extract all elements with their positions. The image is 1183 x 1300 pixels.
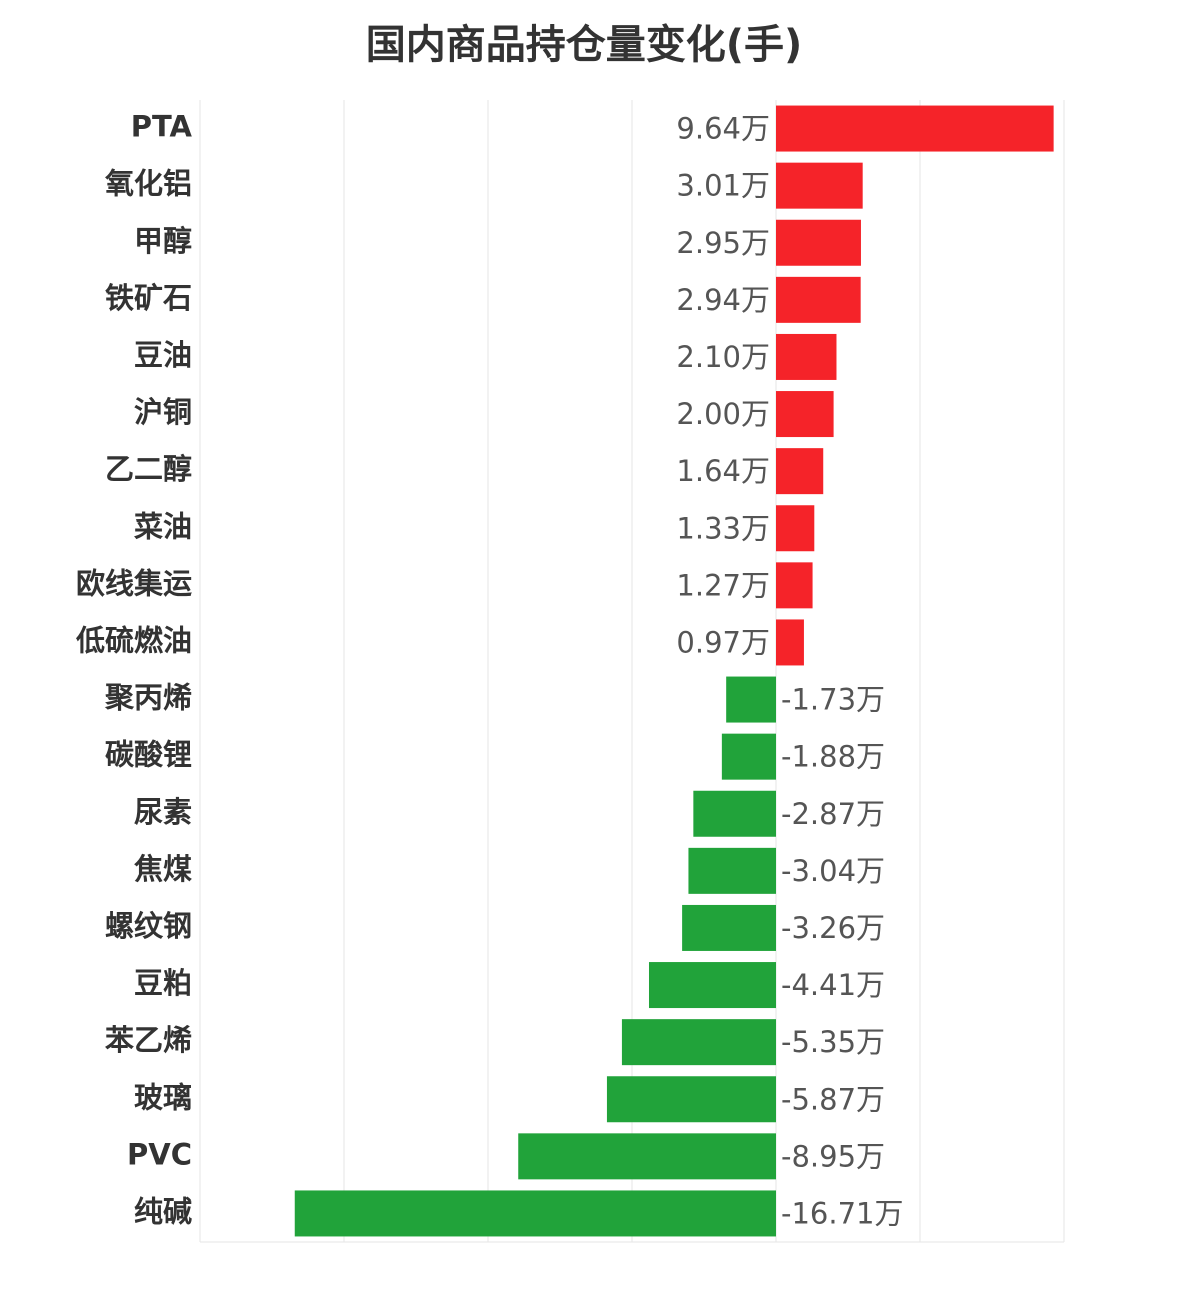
category-label: 螺纹钢 <box>105 909 192 943</box>
value-label: -8.95万 <box>781 1139 885 1173</box>
value-label: 1.27万 <box>676 568 770 602</box>
bar <box>776 448 824 495</box>
bar <box>776 562 813 609</box>
value-label: 0.97万 <box>676 625 770 659</box>
category-label: 甲醇 <box>134 224 192 258</box>
value-label: -1.88万 <box>781 740 885 774</box>
bar <box>776 333 837 380</box>
category-label: 铁矿石 <box>105 281 192 315</box>
category-label: 聚丙烯 <box>104 681 192 715</box>
category-label: PTA <box>131 110 193 144</box>
bar <box>776 391 834 438</box>
bar <box>776 619 804 666</box>
category-label: 低硫燃油 <box>75 623 192 657</box>
category-label: 玻璃 <box>134 1080 192 1114</box>
value-label: -3.04万 <box>781 854 885 888</box>
category-label: 碳酸锂 <box>105 738 192 772</box>
value-label: 1.64万 <box>676 454 770 488</box>
value-label: -4.41万 <box>781 968 885 1002</box>
category-label: PVC <box>127 1137 192 1171</box>
category-label: 沪铜 <box>134 395 192 429</box>
bar <box>776 105 1054 152</box>
bar <box>693 790 776 837</box>
value-label: -3.26万 <box>781 911 885 945</box>
category-label: 氧化铝 <box>104 167 192 201</box>
category-label: 菜油 <box>134 509 192 543</box>
value-label: 2.94万 <box>676 283 770 317</box>
category-label: 纯碱 <box>134 1194 192 1228</box>
category-label: 苯乙烯 <box>105 1023 192 1057</box>
bar <box>648 962 776 1009</box>
value-label: 2.95万 <box>676 226 770 260</box>
value-label: -16.71万 <box>781 1196 904 1230</box>
bar <box>606 1076 776 1123</box>
value-label: -5.87万 <box>781 1082 885 1116</box>
value-label: 9.64万 <box>676 112 770 146</box>
chart-title: 国内商品持仓量变化(手) <box>366 22 803 68</box>
bar <box>726 676 776 723</box>
bar <box>518 1133 776 1180</box>
bar <box>294 1190 776 1237</box>
category-label: 豆粕 <box>134 966 192 1000</box>
category-label: 豆油 <box>134 338 192 372</box>
value-label: -1.73万 <box>781 683 885 717</box>
bar <box>688 847 776 894</box>
bar <box>776 505 815 552</box>
bar <box>776 162 863 209</box>
value-label: -5.35万 <box>781 1025 885 1059</box>
value-label: -2.87万 <box>781 797 885 831</box>
bar <box>682 904 776 951</box>
bar <box>621 1019 776 1066</box>
value-label: 3.01万 <box>676 169 770 203</box>
category-label: 乙二醇 <box>105 452 192 486</box>
category-label: 焦煤 <box>134 852 192 886</box>
category-label: 尿素 <box>134 795 192 829</box>
bar <box>721 733 776 780</box>
category-label: 欧线集运 <box>76 566 192 600</box>
bar <box>776 219 861 266</box>
value-label: 2.00万 <box>676 397 770 431</box>
value-label: 2.10万 <box>676 340 770 374</box>
value-label: 1.33万 <box>676 511 770 545</box>
bar <box>776 276 861 323</box>
